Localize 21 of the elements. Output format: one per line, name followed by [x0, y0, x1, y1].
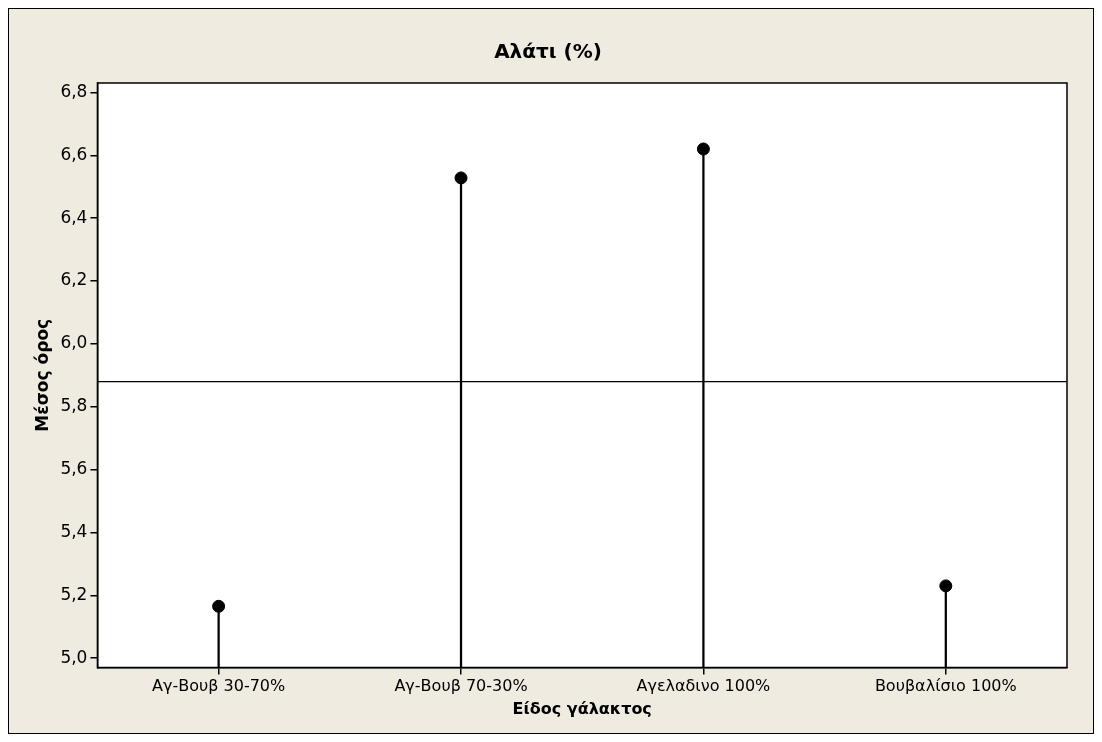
x-axis-title: Είδος γάλακτος	[512, 698, 652, 718]
chart-title: Αλάτι (%)	[494, 39, 602, 64]
y-tick-label: 5,2	[60, 583, 88, 604]
point	[939, 579, 953, 593]
y-tick-label: 6,6	[60, 143, 88, 164]
y-tick-label: 5,4	[60, 520, 88, 541]
y-tick-label: 6,4	[60, 206, 88, 227]
x-tick-label: Βουβαλίσιο 100%	[874, 676, 1017, 696]
point	[454, 171, 468, 185]
y-tick-label: 5,0	[60, 646, 88, 667]
y-tick-label: 6,0	[60, 332, 88, 353]
y-tick-label: 5,6	[60, 458, 88, 479]
point	[696, 142, 710, 156]
y-axis-title: Μέσος όρος	[31, 318, 52, 432]
y-tick-label: 6,2	[60, 269, 88, 290]
x-tick-label: Αγ-Βουβ 70-30%	[394, 676, 528, 696]
y-tick-label: 5,8	[60, 395, 88, 416]
x-tick-label: Αγ-Βουβ 30-70%	[152, 676, 286, 696]
y-tick-label: 6,8	[60, 80, 88, 101]
point	[212, 599, 226, 613]
x-tick-label: Αγελαδινο 100%	[636, 676, 771, 696]
